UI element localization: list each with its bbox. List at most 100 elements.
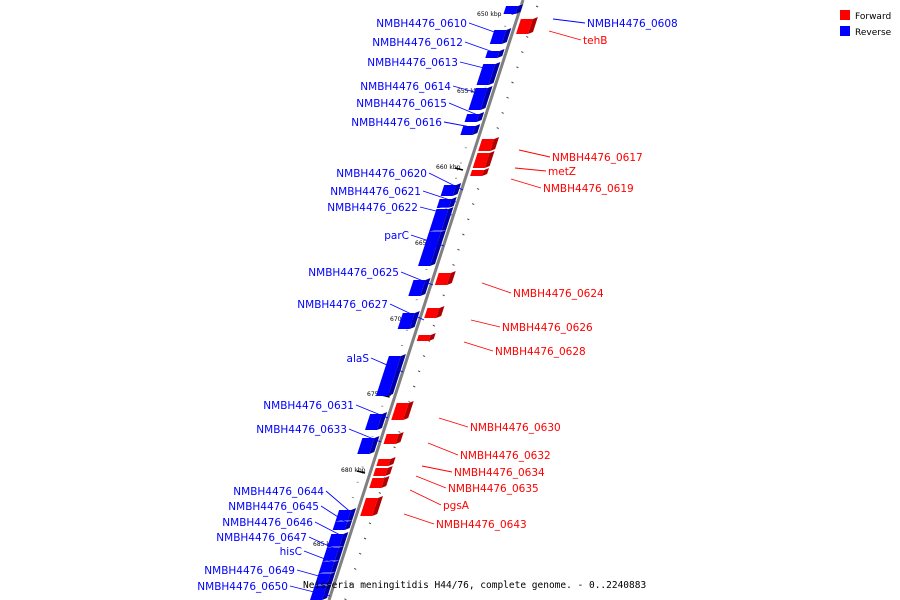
- label-nmbh4476-0628[interactable]: NMBH4476_0628: [495, 346, 586, 358]
- gene-nmbh4476-0630[interactable]: [391, 401, 414, 420]
- gene-nmbh4476-0644[interactable]: [335, 508, 357, 522]
- gene-nmbh4476-0646[interactable]: [326, 532, 349, 548]
- gene-nmbh4476-0622[interactable]: [428, 207, 454, 232]
- label-nmbh4476-0622[interactable]: NMBH4476_0622: [327, 202, 418, 214]
- gene-nmbh4476-0626[interactable]: [424, 306, 445, 318]
- label-nmbh4476-0635[interactable]: NMBH4476_0635: [448, 483, 539, 495]
- leader-nmbh4476-0632: [427, 442, 459, 456]
- leader-pgsa: [409, 489, 442, 506]
- label-nmbh4476-0649[interactable]: NMBH4476_0649: [204, 565, 295, 577]
- gene-pgsa[interactable]: [369, 476, 390, 488]
- label-nmbh4476-0626[interactable]: NMBH4476_0626: [502, 322, 593, 334]
- gene-nmbh4476-0619[interactable]: [470, 168, 490, 176]
- minor-tick: [476, 187, 480, 190]
- label-nmbh4476-0645[interactable]: NMBH4476_0645: [228, 501, 319, 513]
- label-nmbh4476-0644[interactable]: NMBH4476_0644: [233, 486, 324, 498]
- minor-tick: [398, 431, 401, 434]
- label-nmbh4476-0613[interactable]: NMBH4476_0613: [367, 57, 458, 69]
- label-nmbh4476-0627[interactable]: NMBH4476_0627: [297, 299, 388, 311]
- leader-nmbh4476-0612: [464, 41, 497, 54]
- label-nmbh4476-0608[interactable]: NMBH4476_0608: [587, 18, 678, 30]
- legend-reverse-label: Reverse: [855, 28, 892, 38]
- leader-nmbh4476-0614: [452, 85, 486, 96]
- label-nmbh4476-0643[interactable]: NMBH4476_0643: [436, 519, 527, 531]
- gene-nmbh4476-0634[interactable]: [376, 457, 396, 466]
- label-nmbh4476-0634[interactable]: NMBH4476_0634: [454, 467, 545, 479]
- label-nmbh4476-0621[interactable]: NMBH4476_0621: [330, 186, 421, 198]
- leader-nmbh4476-0620: [428, 172, 464, 191]
- gene-nmbh4476-0627[interactable]: [397, 311, 420, 329]
- gene-nmbh4476-0610[interactable]: [489, 28, 512, 44]
- label-nmbh4476-0625[interactable]: NMBH4476_0625: [308, 267, 399, 279]
- gene-nmbh4476-0624[interactable]: [434, 271, 456, 285]
- label-nmbh4476-0614[interactable]: NMBH4476_0614: [360, 81, 451, 93]
- gene-nmbh4476-0616[interactable]: [460, 124, 481, 135]
- minor-tick: [452, 263, 455, 266]
- leader-nmbh4476-0630: [438, 417, 469, 428]
- label-nmbh4476-0612[interactable]: NMBH4476_0612: [372, 37, 463, 49]
- leader-nmbh4476-0646: [314, 521, 347, 539]
- leader-nmbh4476-0634: [421, 465, 453, 473]
- minor-tick: [467, 218, 470, 221]
- leader-nmbh4476-0635: [415, 475, 447, 489]
- label-nmbh4476-0619[interactable]: NMBH4476_0619: [543, 183, 634, 195]
- label-nmbh4476-0646[interactable]: NMBH4476_0646: [222, 517, 313, 529]
- gene-nmbh4476-0635[interactable]: [373, 466, 393, 476]
- chromosome-axis: [327, 0, 525, 600]
- gene-parc[interactable]: [418, 230, 446, 266]
- label-parc[interactable]: parC: [384, 230, 409, 242]
- minor-tick: [358, 552, 362, 555]
- gene-nmbh4476-0643[interactable]: [360, 496, 383, 516]
- gene-nmbh4476-0620[interactable]: [440, 183, 462, 196]
- label-nmbh4476-0630[interactable]: NMBH4476_0630: [470, 422, 561, 434]
- minor-tick: [412, 385, 416, 388]
- gene-features: [310, 4, 538, 600]
- label-nmbh4476-0617[interactable]: NMBH4476_0617: [552, 152, 643, 164]
- gene-nmbh4476-0608[interactable]: [503, 4, 524, 14]
- minor-tick: [408, 400, 411, 403]
- label-hisc[interactable]: hisC: [280, 546, 302, 558]
- gene-nmbh4476-0614[interactable]: [468, 86, 493, 110]
- label-nmbh4476-0632[interactable]: NMBH4476_0632: [460, 450, 551, 462]
- gene-metz[interactable]: [472, 151, 495, 168]
- label-nmbh4476-0615[interactable]: NMBH4476_0615: [356, 98, 447, 110]
- major-tick: [454, 167, 464, 171]
- leader-nmbh4476-0613: [459, 61, 493, 71]
- minor-tick: [521, 51, 524, 54]
- label-nmbh4476-0631[interactable]: NMBH4476_0631: [263, 400, 354, 412]
- gene-hisc[interactable]: [318, 560, 340, 574]
- leader-parc: [410, 234, 445, 247]
- gene-nmbh4476-0649[interactable]: [314, 572, 336, 586]
- label-nmbh4476-0647[interactable]: NMBH4476_0647: [216, 532, 307, 544]
- leader-nmbh4476-0615: [448, 102, 481, 117]
- label-nmbh4476-0633[interactable]: NMBH4476_0633: [256, 424, 347, 436]
- minor-tick: [393, 446, 396, 449]
- leader-alas: [370, 357, 404, 373]
- label-nmbh4476-0620[interactable]: NMBH4476_0620: [336, 168, 427, 180]
- label-alas[interactable]: alaS: [347, 353, 370, 365]
- label-nmbh4476-0610[interactable]: NMBH4476_0610: [376, 18, 467, 30]
- label-pgsa[interactable]: pgsA: [443, 500, 470, 512]
- label-nmbh4476-0616[interactable]: NMBH4476_0616: [351, 117, 442, 129]
- minor-tick: [511, 81, 514, 84]
- label-tehb[interactable]: tehB: [583, 35, 607, 47]
- label-metz[interactable]: metZ: [548, 166, 576, 178]
- leader-nmbh4476-0633: [348, 428, 382, 443]
- gene-alas[interactable]: [375, 354, 406, 396]
- label-nmbh4476-0624[interactable]: NMBH4476_0624: [513, 288, 604, 300]
- leader-nmbh4476-0627: [389, 303, 425, 321]
- gene-nmbh4476-0632[interactable]: [383, 432, 404, 444]
- leader-nmbh4476-0625: [400, 271, 434, 286]
- gene-nmbh4476-0617[interactable]: [478, 137, 500, 151]
- gene-tehb[interactable]: [516, 17, 538, 34]
- leader-metz: [514, 167, 547, 172]
- leader-nmbh4476-0650: [289, 585, 331, 597]
- label-nmbh4476-0650[interactable]: NMBH4476_0650: [197, 581, 288, 593]
- legend: Forward Reverse: [840, 10, 892, 38]
- gene-nmbh4476-0628[interactable]: [416, 333, 436, 341]
- legend-forward-swatch: [840, 10, 850, 20]
- gene-nmbh4476-0621[interactable]: [436, 197, 457, 208]
- gene-nmbh4476-0615[interactable]: [464, 112, 485, 122]
- gene-nmbh4476-0645[interactable]: [332, 520, 353, 530]
- minor-tick: [462, 233, 465, 236]
